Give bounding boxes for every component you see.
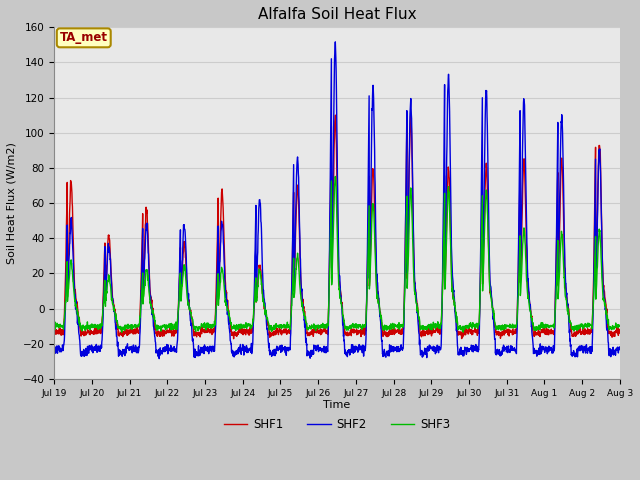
SHF1: [502, 327, 510, 333]
SHF2: [156, 356, 163, 361]
SHF2: [582, 347, 590, 352]
SHF3: [582, 323, 590, 329]
SHF2: [208, 346, 216, 352]
SHF1: [51, 325, 58, 331]
SHF3: [616, 324, 624, 329]
SHF1: [208, 332, 216, 337]
SHF1: [566, 320, 574, 325]
SHF1: [230, 336, 237, 342]
SHF2: [332, 39, 339, 45]
SHF3: [332, 174, 339, 180]
Text: TA_met: TA_met: [60, 31, 108, 44]
SHF3: [208, 325, 216, 331]
SHF1: [582, 328, 590, 334]
SHF3: [354, 324, 362, 330]
SHF1: [407, 111, 415, 117]
SHF3: [118, 329, 125, 335]
SHF2: [502, 345, 510, 350]
SHF2: [354, 349, 362, 355]
SHF2: [566, 344, 574, 349]
SHF2: [616, 344, 624, 349]
SHF3: [366, 271, 374, 276]
Line: SHF3: SHF3: [54, 177, 620, 332]
SHF1: [616, 330, 624, 336]
X-axis label: Time: Time: [323, 400, 351, 410]
Legend: SHF1, SHF2, SHF3: SHF1, SHF2, SHF3: [219, 414, 455, 436]
SHF3: [566, 320, 574, 325]
SHF3: [51, 324, 58, 330]
SHF1: [366, 269, 374, 275]
SHF2: [366, 235, 374, 240]
SHF1: [354, 330, 362, 336]
Y-axis label: Soil Heat Flux (W/m2): Soil Heat Flux (W/m2): [7, 142, 17, 264]
SHF3: [502, 324, 510, 329]
Line: SHF1: SHF1: [54, 114, 620, 339]
Line: SHF2: SHF2: [54, 42, 620, 359]
SHF2: [51, 344, 58, 350]
Title: Alfalfa Soil Heat Flux: Alfalfa Soil Heat Flux: [258, 7, 417, 22]
